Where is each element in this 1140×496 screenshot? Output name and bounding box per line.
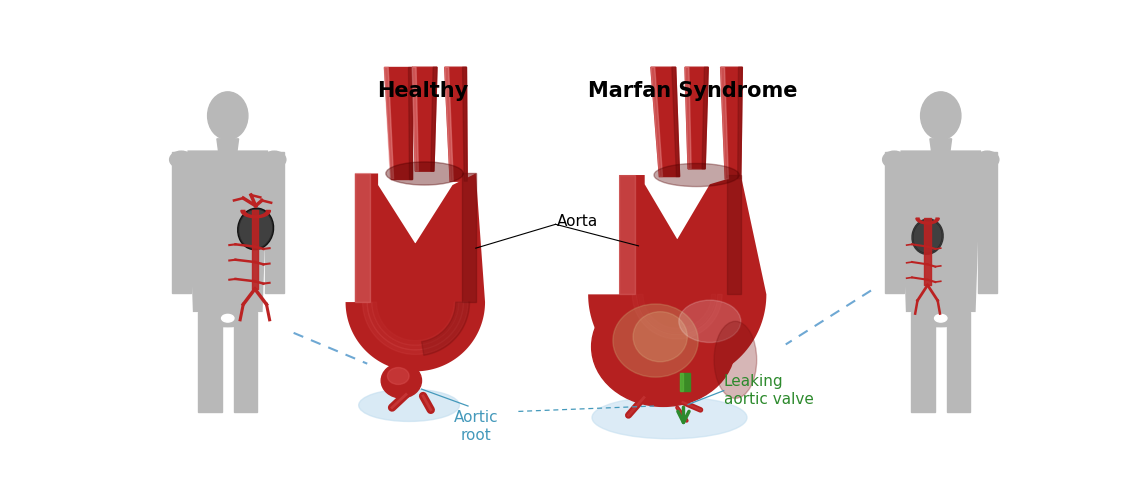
Ellipse shape — [238, 209, 272, 249]
Polygon shape — [187, 150, 268, 312]
Ellipse shape — [592, 396, 747, 439]
Polygon shape — [241, 210, 270, 218]
Polygon shape — [685, 67, 708, 169]
Polygon shape — [234, 312, 258, 412]
Polygon shape — [685, 67, 691, 169]
Polygon shape — [264, 152, 284, 293]
Polygon shape — [930, 139, 952, 150]
Ellipse shape — [882, 151, 906, 168]
Polygon shape — [720, 67, 742, 179]
Polygon shape — [720, 67, 728, 179]
Polygon shape — [198, 312, 221, 412]
Ellipse shape — [714, 321, 757, 398]
Ellipse shape — [262, 151, 286, 168]
Polygon shape — [384, 67, 393, 179]
Ellipse shape — [359, 389, 459, 422]
Ellipse shape — [170, 151, 193, 168]
Polygon shape — [172, 152, 190, 293]
Polygon shape — [901, 150, 982, 312]
Polygon shape — [463, 67, 467, 181]
Polygon shape — [408, 67, 413, 179]
Polygon shape — [413, 67, 437, 171]
Polygon shape — [431, 67, 437, 171]
Polygon shape — [651, 67, 662, 177]
Polygon shape — [915, 218, 939, 224]
Polygon shape — [947, 312, 970, 412]
Polygon shape — [679, 373, 690, 391]
Text: Healthy: Healthy — [377, 81, 469, 101]
Ellipse shape — [678, 300, 741, 343]
Ellipse shape — [919, 310, 963, 327]
Ellipse shape — [221, 314, 234, 322]
Polygon shape — [885, 152, 904, 293]
Polygon shape — [638, 294, 716, 333]
Polygon shape — [217, 139, 238, 150]
Ellipse shape — [633, 311, 687, 362]
Ellipse shape — [388, 368, 409, 384]
Polygon shape — [413, 67, 418, 171]
Polygon shape — [671, 67, 679, 177]
Ellipse shape — [205, 310, 250, 327]
Polygon shape — [363, 302, 469, 355]
Polygon shape — [588, 175, 766, 383]
Ellipse shape — [381, 363, 422, 398]
Polygon shape — [384, 67, 413, 179]
Ellipse shape — [592, 287, 735, 406]
Polygon shape — [462, 174, 475, 302]
Polygon shape — [911, 312, 935, 412]
FancyArrowPatch shape — [678, 407, 689, 423]
Ellipse shape — [913, 220, 943, 253]
Ellipse shape — [207, 92, 247, 139]
Polygon shape — [445, 67, 454, 181]
Polygon shape — [445, 67, 467, 181]
Polygon shape — [355, 174, 371, 302]
Polygon shape — [619, 175, 635, 294]
Polygon shape — [633, 294, 723, 339]
Polygon shape — [702, 67, 708, 169]
Text: Aorta: Aorta — [557, 214, 599, 229]
Polygon shape — [372, 302, 458, 345]
Ellipse shape — [921, 92, 961, 139]
Ellipse shape — [613, 304, 698, 377]
Polygon shape — [727, 175, 741, 294]
Polygon shape — [738, 67, 742, 179]
Polygon shape — [651, 67, 679, 177]
Text: Leaking
aortic valve: Leaking aortic valve — [724, 374, 814, 407]
Polygon shape — [679, 373, 683, 391]
Polygon shape — [345, 174, 484, 372]
Polygon shape — [367, 302, 463, 350]
Ellipse shape — [976, 151, 999, 168]
Ellipse shape — [385, 162, 463, 185]
Ellipse shape — [654, 164, 739, 186]
Polygon shape — [978, 152, 996, 293]
Text: Aortic
root: Aortic root — [454, 410, 498, 443]
Text: Marfan Syndrome: Marfan Syndrome — [588, 81, 798, 101]
Ellipse shape — [935, 314, 947, 322]
Polygon shape — [422, 302, 470, 355]
